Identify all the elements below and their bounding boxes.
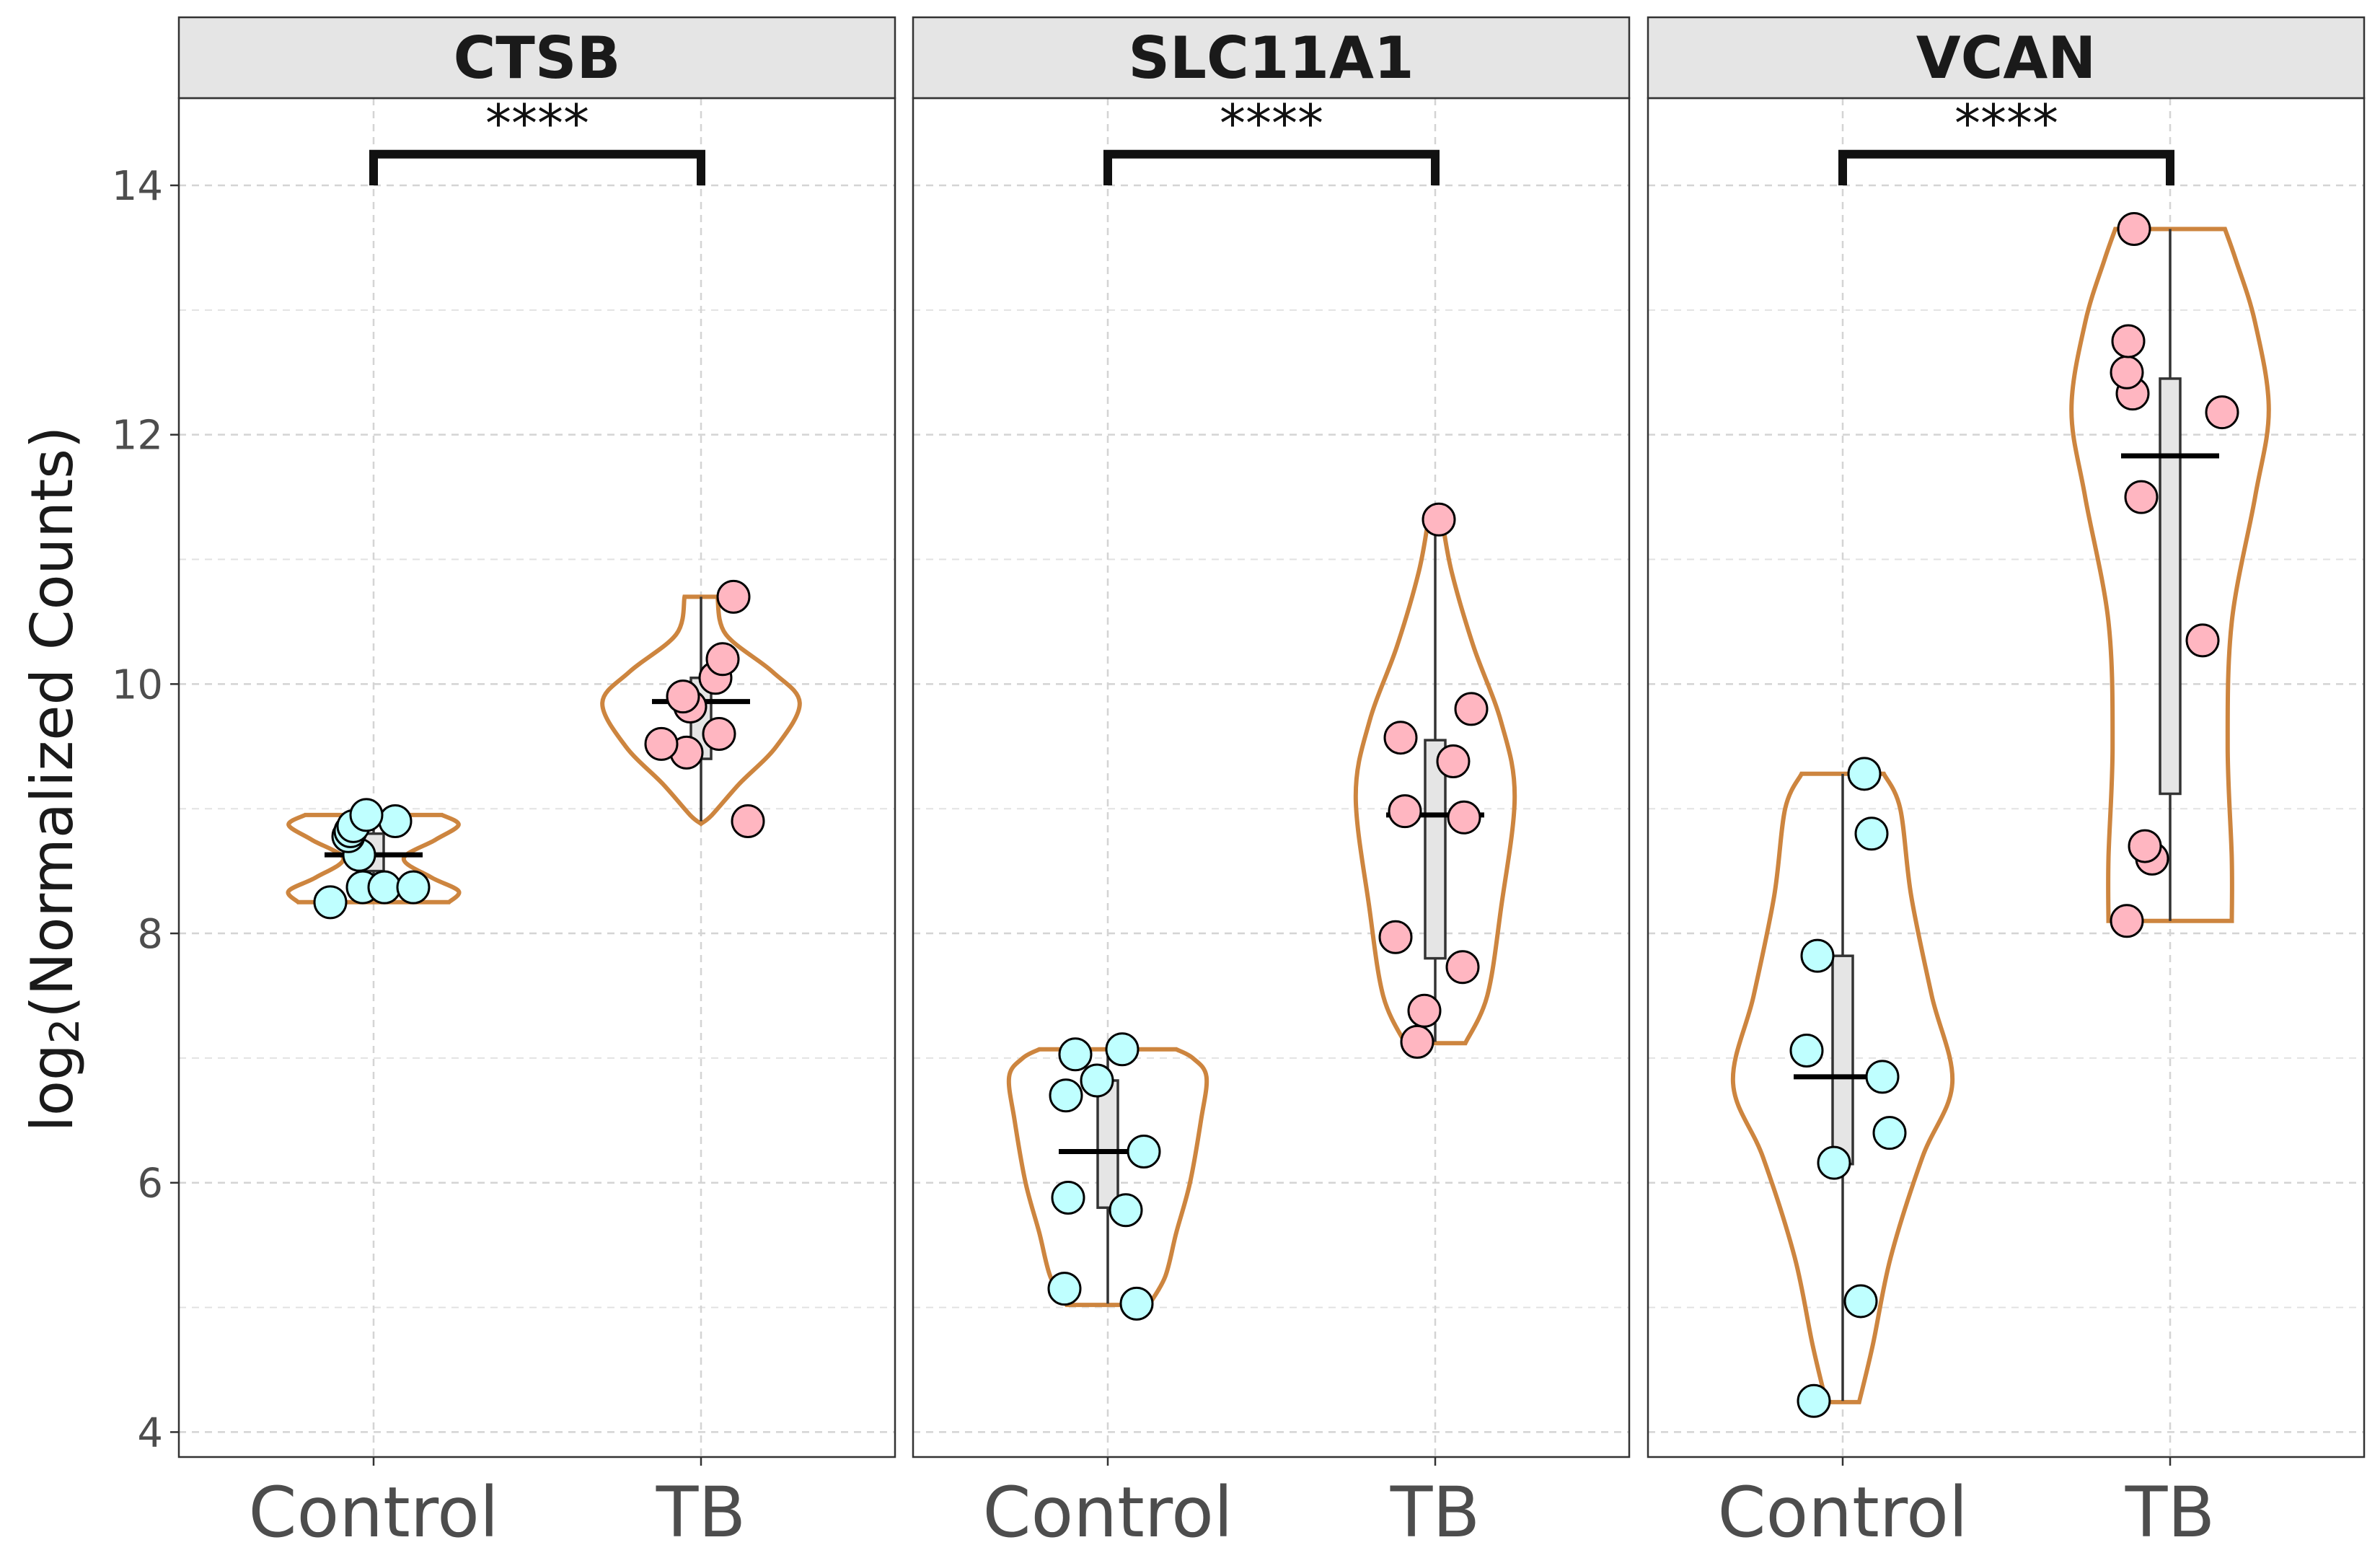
box-layer: [325, 229, 2219, 1401]
x-tick-label: Control: [1717, 1472, 1967, 1553]
data-point-tb: [1454, 692, 1489, 726]
panel-strip: [912, 16, 1631, 100]
violin-control: [1006, 1047, 1209, 1308]
panel-title: CTSB: [454, 25, 621, 92]
data-point-tb: [1400, 1024, 1434, 1059]
significance-bracket: [369, 149, 705, 185]
significance-bracket: [1838, 149, 2174, 185]
data-point-control: [1119, 1286, 1154, 1321]
data-point-tb: [2110, 355, 2144, 390]
data-point-tb: [1436, 744, 1471, 779]
data-point-control: [1051, 1180, 1085, 1215]
data-point-tb: [2117, 211, 2151, 246]
panel-border: [1647, 97, 2366, 1458]
data-point-tb: [2128, 829, 2162, 863]
data-point-control: [367, 870, 402, 905]
box-tb: [2159, 377, 2182, 796]
y-tick-label: 14: [112, 163, 163, 210]
y-tick-label: 6: [137, 1161, 163, 1207]
data-point-control: [349, 798, 384, 832]
y-axis-label-rest: (Normalized Counts): [19, 426, 86, 1018]
panel-title: SLC11A1: [1128, 25, 1414, 92]
data-point-control: [1049, 1078, 1083, 1113]
y-axis-label: log2(Normalized Counts): [19, 426, 89, 1132]
data-point-control: [313, 885, 348, 920]
data-point-tb: [1388, 794, 1422, 829]
data-point-control: [1047, 1272, 1082, 1306]
data-point-control: [1843, 1284, 1878, 1319]
violin-layer: [286, 226, 2271, 1404]
panel-strip: [1647, 16, 2366, 100]
significance-bracket: [1103, 149, 1440, 185]
svg-text:log2(Normalized Counts): log2(Normalized Counts): [19, 426, 89, 1132]
data-point-tb: [731, 804, 765, 838]
x-tick-label: TB: [1390, 1472, 1481, 1553]
data-point-tb: [1447, 800, 1481, 835]
data-point-tb: [1407, 993, 1442, 1028]
panel-border: [912, 97, 1631, 1458]
data-point-control: [1109, 1193, 1143, 1228]
x-tick-label: TB: [656, 1472, 746, 1553]
data-point-tb: [2185, 623, 2220, 658]
y-tick-label: 12: [112, 413, 163, 459]
data-point-tb: [1445, 950, 1480, 985]
y-axis-label-subscript: 2: [42, 1018, 89, 1044]
data-point-tb: [666, 679, 700, 714]
data-point-tb: [2110, 904, 2144, 938]
data-point-control: [378, 804, 413, 838]
data-point-control: [1058, 1037, 1093, 1072]
data-point-control: [1789, 1034, 1824, 1068]
data-point-control: [1817, 1145, 1851, 1180]
panel-strip: [177, 16, 896, 100]
significance-label: ****: [1954, 93, 2058, 154]
data-point-tb: [1378, 920, 1413, 954]
data-point-control: [1080, 1063, 1114, 1098]
data-point-control: [1847, 757, 1882, 791]
panel-border: [177, 97, 896, 1458]
data-point-tb: [2111, 324, 2146, 358]
data-point-tb: [716, 579, 751, 614]
x-tick-label: TB: [2125, 1472, 2216, 1553]
data-point-tb: [644, 726, 679, 761]
panel-title: VCAN: [1916, 25, 2097, 92]
data-point-control: [396, 870, 431, 905]
data-point-tb: [702, 717, 736, 752]
frame-layer: [170, 16, 2366, 1466]
grid-layer: [179, 98, 2364, 1457]
x-tick-label: Control: [248, 1472, 498, 1553]
violin-control: [1730, 771, 1955, 1404]
data-point-control: [1797, 1383, 1831, 1418]
significance-label: ****: [485, 93, 589, 154]
violin-tb: [2069, 226, 2271, 923]
violin-control: [286, 812, 462, 905]
data-point-tb: [1422, 502, 1456, 537]
y-tick-label: 10: [112, 661, 163, 708]
y-tick-label: 8: [137, 911, 163, 958]
data-point-tb: [1383, 721, 1418, 755]
data-point-control: [1105, 1032, 1140, 1067]
box-control: [1831, 954, 1854, 1166]
data-point-control: [1865, 1060, 1900, 1094]
data-point-control: [1800, 938, 1835, 973]
y-tick-label: 4: [137, 1409, 163, 1456]
data-point-tb: [2205, 395, 2239, 430]
significance-label: ****: [1220, 93, 1323, 154]
box-control: [1096, 1079, 1119, 1210]
data-point-control: [1872, 1116, 1907, 1150]
data-point-tb: [705, 642, 740, 677]
data-point-control: [1854, 817, 1889, 851]
box-tb: [1424, 739, 1447, 960]
y-axis-label-main: log: [19, 1044, 86, 1132]
point-layer: [313, 211, 2239, 1418]
data-point-tb: [2124, 480, 2159, 514]
x-tick-label: Control: [982, 1472, 1233, 1553]
data-point-control: [1127, 1135, 1161, 1169]
